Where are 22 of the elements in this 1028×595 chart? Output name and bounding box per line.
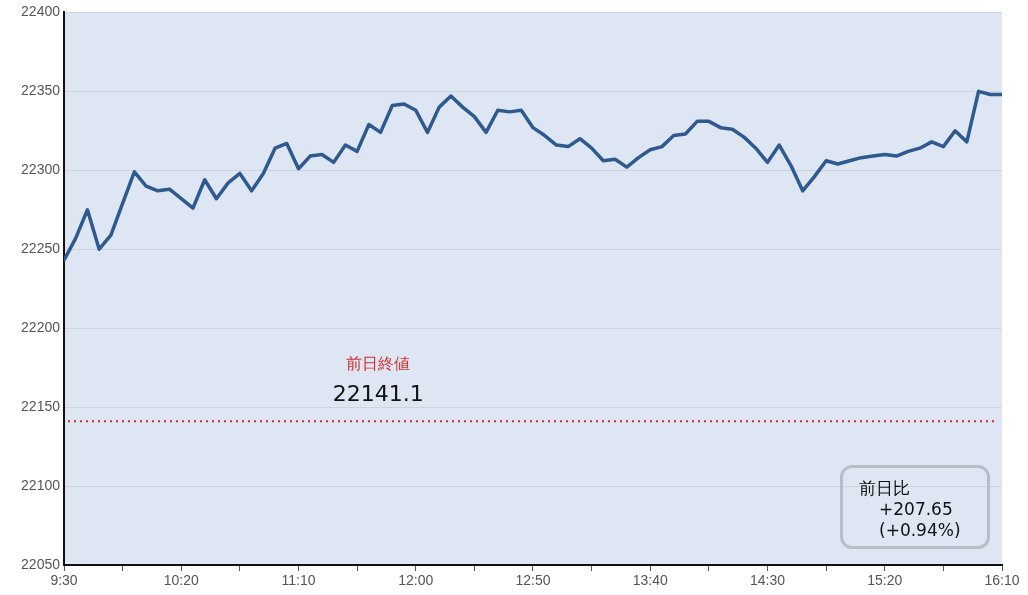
rounded-box: 前日比 +207.65 (+0.94%) bbox=[840, 465, 990, 549]
y-tick-label: 22350 bbox=[21, 82, 61, 99]
x-tick-label: 14:30 bbox=[749, 572, 786, 589]
annotation: (+0.94%) bbox=[878, 520, 962, 541]
y-tick-label: 22250 bbox=[21, 240, 61, 257]
y-tick-label: 22300 bbox=[21, 161, 61, 178]
x-tick-label: 9:30 bbox=[50, 572, 78, 589]
y-tick-label: 22400 bbox=[21, 3, 61, 20]
x-tick-label: 12:00 bbox=[398, 572, 434, 589]
x-tick-label: 12:50 bbox=[515, 572, 551, 589]
x-tick-label: 13:40 bbox=[632, 572, 668, 589]
x-tick-label: 16:10 bbox=[984, 572, 1020, 589]
y-tick-label: 22100 bbox=[21, 476, 61, 493]
annotation: 前日比 bbox=[859, 478, 911, 499]
y-tick-label: 22050 bbox=[21, 555, 61, 572]
x-tick-label: 15:20 bbox=[867, 572, 903, 589]
y-tick-label: 22200 bbox=[21, 319, 61, 336]
x-tick-label: 10:20 bbox=[163, 572, 199, 589]
y-tick-label: 22150 bbox=[21, 397, 61, 414]
annotation: +207.65 bbox=[878, 499, 954, 520]
ref-line-label: 前日終値 22141.1 bbox=[332, 354, 424, 407]
x-tick-label: 11:10 bbox=[281, 572, 316, 589]
